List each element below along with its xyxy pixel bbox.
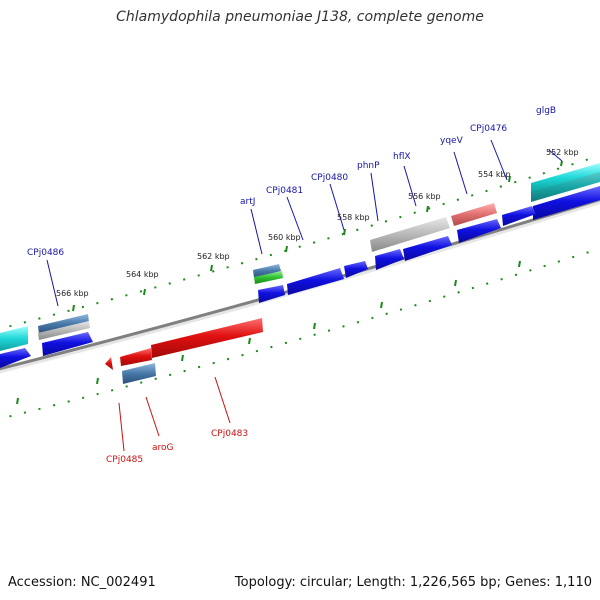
gene-red-cpj0485 <box>105 357 113 370</box>
gene-blue <box>344 261 368 278</box>
forward-gene-labels: glgB CPj0476 yqeV hflX phnP CPj0480 CPj0… <box>27 106 556 258</box>
gene-red-cpj0483 <box>151 318 263 358</box>
gene-cyan-glgb-top <box>531 163 600 192</box>
page-title: Chlamydophila pneumoniae J138, complete … <box>116 9 484 25</box>
scale-label: 564 kbp <box>126 270 159 279</box>
gene-gray-cpj0486 <box>38 321 90 340</box>
gene-label-hflx: hflX <box>393 152 411 162</box>
gene-blue <box>457 219 501 243</box>
gene-gray-hflx <box>370 217 450 252</box>
gene-label-cpj0481: CPj0481 <box>266 186 303 196</box>
major-ticks-outer <box>72 160 563 312</box>
gene-blue <box>258 285 285 303</box>
scale-label: 566 kbp <box>56 289 89 298</box>
gene-steel-cpj0486 <box>38 314 89 334</box>
scale-label: 558 kbp <box>337 213 370 222</box>
scale-label: 562 kbp <box>197 252 230 261</box>
gene-label-arog: aroG <box>152 443 174 453</box>
genome-summary-text: Topology: circular; Length: 1,226,565 bp… <box>234 575 592 590</box>
reverse-gene-labels: CPj0483 aroG CPj0485 <box>106 429 248 465</box>
scale-label: 560 kbp <box>268 233 301 242</box>
gene-blue-left <box>0 348 31 368</box>
gene-cyan-glgb <box>531 170 600 202</box>
gene-steel-artj <box>253 264 281 278</box>
gene-green-artj <box>254 271 283 284</box>
gene-blue <box>287 268 344 295</box>
gene-blue <box>502 206 536 226</box>
gene-label-artj: artJ <box>240 197 255 207</box>
gene-steel-reverse <box>122 363 156 384</box>
label-leader-lines <box>46 139 563 452</box>
inner-tick-ring <box>0 247 600 420</box>
reverse-genes <box>105 318 263 384</box>
scale-label: 556 kbp <box>408 192 441 201</box>
gene-label-cpj0480: CPj0480 <box>311 173 348 183</box>
scale-label: 552 kbp <box>546 148 579 157</box>
gene-cyan-left <box>0 326 28 351</box>
gene-label-phnp: phnP <box>357 161 380 171</box>
gene-label-cpj0483: CPj0483 <box>211 429 248 439</box>
gene-blue <box>533 186 600 220</box>
gene-label-cpj0476: CPj0476 <box>470 124 507 134</box>
scale-labels: 552 kbp 554 kbp 556 kbp 558 kbp 560 kbp … <box>56 148 579 298</box>
accession-text: Accession: NC_002491 <box>8 575 156 590</box>
gene-label-cpj0486: CPj0486 <box>27 248 64 258</box>
gene-label-cpj0485: CPj0485 <box>106 455 143 465</box>
gene-label-glgb: glgB <box>536 106 556 116</box>
gene-blue <box>42 332 93 356</box>
forward-genes <box>0 163 600 368</box>
gene-pink-yqev <box>451 203 497 226</box>
gene-red-arog <box>120 348 152 366</box>
major-ticks-inner <box>16 260 521 405</box>
gene-label-yqev: yqeV <box>440 136 464 146</box>
scale-label: 554 kbp <box>478 170 511 179</box>
gene-blue <box>375 249 404 270</box>
gene-blue <box>403 236 452 261</box>
